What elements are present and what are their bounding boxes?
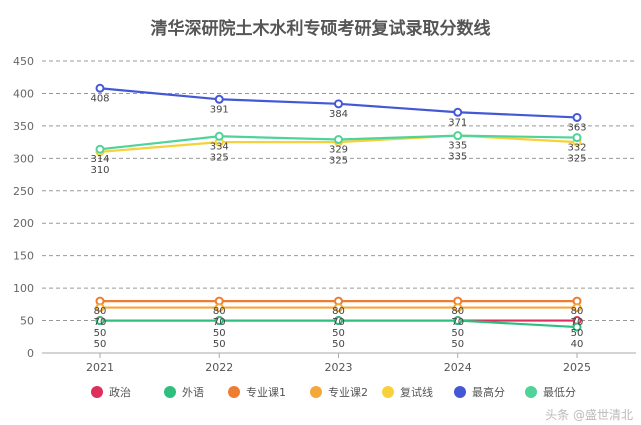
data-label: 80 [332,306,345,317]
legend-marker [310,386,322,398]
data-label: 391 [210,104,229,115]
data-point [214,131,224,141]
y-tick-label: 200 [13,217,34,230]
legend-label: 专业课2 [328,385,368,399]
data-label: 332 [567,143,586,154]
data-label: 50 [94,339,107,350]
legend-marker [454,386,466,398]
legend-label: 最高分 [472,385,505,399]
y-tick-label: 450 [13,55,34,68]
data-point [95,144,105,154]
data-label: 363 [567,122,586,133]
y-tick-label: 400 [13,87,34,100]
data-point [453,303,463,313]
data-label: 50 [451,328,464,339]
y-tick-label: 150 [13,250,34,263]
legend-marker [525,386,537,398]
chart-title: 清华深研院土木水利专硕考研复试录取分数线 [150,19,491,39]
data-point [453,107,463,117]
data-label: 50 [571,328,584,339]
legend-label: 政治 [109,385,131,399]
legend-label: 专业课1 [246,385,286,399]
data-label: 314 [90,154,109,165]
legend-label: 复试线 [400,385,433,399]
data-point [95,316,105,326]
data-label: 40 [571,339,584,350]
data-point [572,322,582,332]
legend-marker [91,386,103,398]
legend-label: 外语 [182,386,204,399]
data-point [453,131,463,141]
legend-marker [382,386,394,398]
data-label: 325 [329,156,348,167]
data-label: 80 [571,306,584,317]
data-label: 371 [448,117,467,128]
data-label: 80 [451,306,464,317]
data-point [95,83,105,93]
y-tick-label: 250 [13,185,34,198]
data-label: 70 [571,317,584,328]
data-point [214,303,224,313]
data-label: 70 [332,317,345,328]
x-tick-label: 2024 [444,361,472,374]
y-tick-label: 0 [27,347,34,360]
x-tick-label: 2025 [563,361,591,374]
data-label: 70 [213,317,226,328]
data-label: 335 [448,152,467,163]
data-label: 50 [213,339,226,350]
data-label: 80 [213,306,226,317]
y-tick-label: 300 [13,152,34,165]
y-tick-label: 350 [13,120,34,133]
data-label: 334 [210,141,229,152]
data-label: 335 [448,141,467,152]
data-point [334,303,343,313]
data-point [572,112,582,122]
data-point [214,94,224,104]
data-point [453,316,463,326]
data-label: 50 [94,328,107,339]
data-label: 329 [329,145,348,156]
data-point [572,303,582,313]
data-label: 384 [329,109,348,120]
data-label: 325 [567,154,586,165]
data-label: 50 [332,339,345,350]
data-point [572,133,582,143]
legend-label: 最低分 [543,386,576,399]
y-tick-label: 100 [13,282,34,295]
data-label: 70 [94,317,107,328]
data-label: 70 [451,317,464,328]
data-label: 325 [210,152,229,163]
data-point [334,316,343,326]
data-point [95,303,105,313]
data-label: 50 [332,328,345,339]
x-tick-label: 2021 [86,361,114,374]
x-tick-label: 2023 [325,361,353,374]
data-label: 310 [90,165,109,176]
watermark: 头条 @盛世清北 [545,408,633,422]
data-point [334,135,343,145]
x-tick-label: 2022 [205,361,233,374]
legend-marker [228,386,240,398]
data-point [334,99,343,109]
data-label: 50 [451,339,464,350]
y-tick-label: 50 [20,315,34,328]
data-label: 408 [90,93,109,104]
data-label: 50 [213,328,226,339]
legend-marker [164,386,176,398]
data-point [214,316,224,326]
data-label: 80 [94,306,107,317]
